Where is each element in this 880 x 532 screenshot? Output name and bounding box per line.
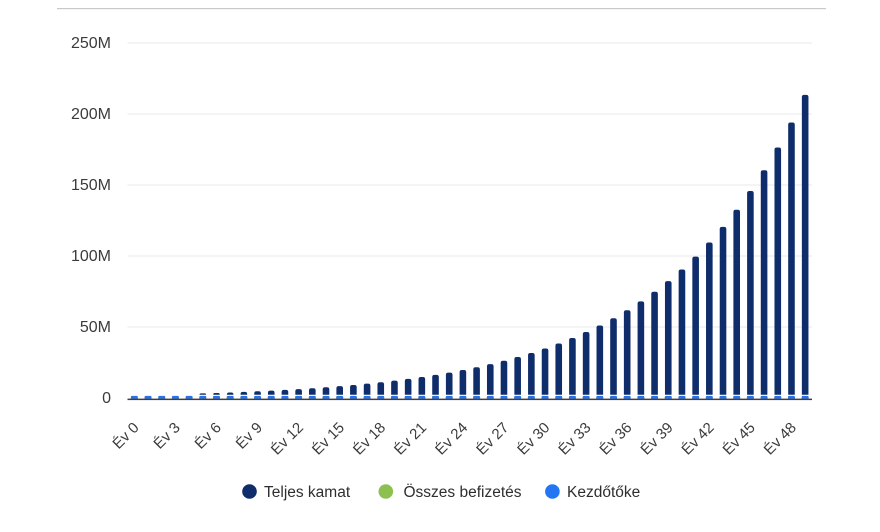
svg-text:Kezdőtőke: Kezdőtőke	[567, 484, 640, 501]
svg-text:200M: 200M	[71, 106, 111, 123]
svg-text:250M: 250M	[71, 35, 111, 52]
svg-text:100M: 100M	[71, 248, 111, 265]
svg-text:Teljes kamat: Teljes kamat	[264, 484, 351, 501]
svg-text:50M: 50M	[80, 319, 111, 336]
svg-text:150M: 150M	[71, 177, 111, 194]
svg-text:0: 0	[102, 390, 111, 407]
svg-text:Összes befizetés: Összes befizetés	[404, 483, 522, 501]
